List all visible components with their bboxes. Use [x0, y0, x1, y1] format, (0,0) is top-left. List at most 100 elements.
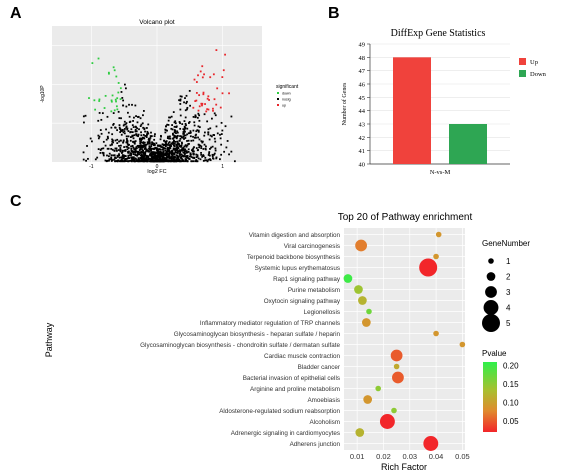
volcano-point: [115, 100, 117, 103]
volcano-point: [110, 157, 113, 160]
volcano-point: [113, 69, 116, 72]
bar-chart-title: DiffExp Gene Statistics: [391, 28, 486, 39]
bar-legend-swatch: [519, 58, 526, 65]
bar-y-tick-label: 46: [359, 82, 366, 89]
volcano-point: [128, 154, 131, 157]
volcano-point: [118, 124, 121, 127]
volcano-point: [122, 99, 125, 102]
volcano-point: [170, 155, 173, 158]
volcano-point: [193, 146, 195, 149]
volcano-point: [214, 114, 217, 117]
volcano-point: [139, 137, 141, 140]
volcano-point: [186, 160, 189, 163]
volcano-point: [219, 133, 221, 136]
pvalue-legend-label: 0.20: [503, 362, 519, 371]
volcano-point: [106, 115, 109, 118]
volcano-point: [133, 134, 136, 137]
volcano-point: [139, 160, 141, 163]
volcano-point: [123, 159, 126, 162]
volcano-point: [150, 154, 152, 157]
volcano-point: [130, 150, 133, 153]
volcano-point: [122, 139, 125, 142]
volcano-point: [168, 141, 171, 143]
volcano-point: [206, 97, 209, 100]
volcano-point: [188, 132, 191, 135]
volcano-point: [121, 128, 124, 131]
volcano-point: [176, 156, 178, 159]
volcano-point: [129, 139, 132, 142]
volcano-point: [116, 156, 119, 158]
volcano-point: [154, 156, 157, 159]
volcano-point: [142, 126, 145, 129]
volcano-point: [116, 108, 119, 111]
volcano-point: [203, 134, 206, 137]
volcano-point: [200, 102, 203, 105]
pvalue-colorbar: [483, 362, 497, 432]
enrichment-point: [343, 274, 353, 283]
volcano-point: [107, 155, 110, 158]
volcano-point: [142, 149, 145, 152]
volcano-point: [196, 155, 199, 158]
volcano-point: [216, 132, 219, 135]
volcano-point: [189, 104, 191, 107]
volcano-point: [151, 142, 154, 145]
volcano-point: [184, 109, 187, 112]
volcano-point: [143, 155, 146, 158]
volcano-point: [129, 131, 132, 134]
volcano-point: [167, 144, 169, 146]
volcano-point: [172, 143, 174, 145]
volcano-point: [187, 151, 190, 153]
gene-number-legend-label: 5: [506, 319, 511, 328]
volcano-point: [148, 157, 151, 160]
volcano-point: [173, 125, 176, 128]
volcano-point: [120, 133, 123, 136]
volcano-point: [200, 147, 203, 149]
volcano-point: [197, 74, 199, 77]
volcano-point: [127, 160, 129, 163]
volcano-point: [146, 130, 149, 133]
volcano-point: [176, 134, 179, 137]
volcano-point: [158, 150, 160, 153]
volcano-point: [165, 152, 168, 155]
volcano-point: [148, 142, 151, 145]
volcano-x-ticks: -1 0 1: [89, 164, 224, 170]
volcano-point: [138, 158, 140, 161]
volcano-point: [112, 141, 115, 144]
volcano-point: [129, 120, 132, 123]
volcano-point: [158, 144, 160, 147]
volcano-point: [137, 146, 140, 149]
volcano-point: [113, 109, 116, 112]
volcano-point: [194, 116, 197, 119]
volcano-point: [152, 144, 155, 147]
volcano-point: [182, 155, 185, 157]
volcano-point: [228, 92, 230, 95]
volcano-point: [186, 154, 189, 157]
volcano-point: [181, 160, 184, 163]
volcano-point: [207, 128, 210, 131]
volcano-point: [225, 146, 228, 149]
volcano-point: [105, 160, 108, 163]
volcano-point: [213, 153, 215, 156]
volcano-point: [208, 158, 211, 161]
volcano-point: [118, 153, 120, 156]
volcano-point: [88, 97, 90, 99]
volcano-point: [128, 143, 130, 146]
volcano-point: [132, 153, 135, 156]
volcano-point: [221, 76, 224, 79]
volcano-point: [204, 159, 206, 162]
volcano-point: [178, 155, 180, 158]
volcano-point: [150, 131, 152, 134]
volcano-point: [123, 130, 126, 133]
volcano-point: [167, 124, 170, 126]
volcano-point: [183, 138, 185, 140]
volcano-point: [111, 159, 114, 161]
enrichment-point: [419, 258, 438, 277]
volcano-point: [108, 159, 110, 162]
volcano-point: [98, 112, 101, 114]
volcano-point: [155, 159, 158, 162]
volcano-point: [187, 143, 190, 145]
volcano-point: [149, 135, 152, 137]
volcano-point: [156, 150, 159, 153]
volcano-point: [176, 151, 179, 154]
volcano-point: [208, 99, 210, 101]
